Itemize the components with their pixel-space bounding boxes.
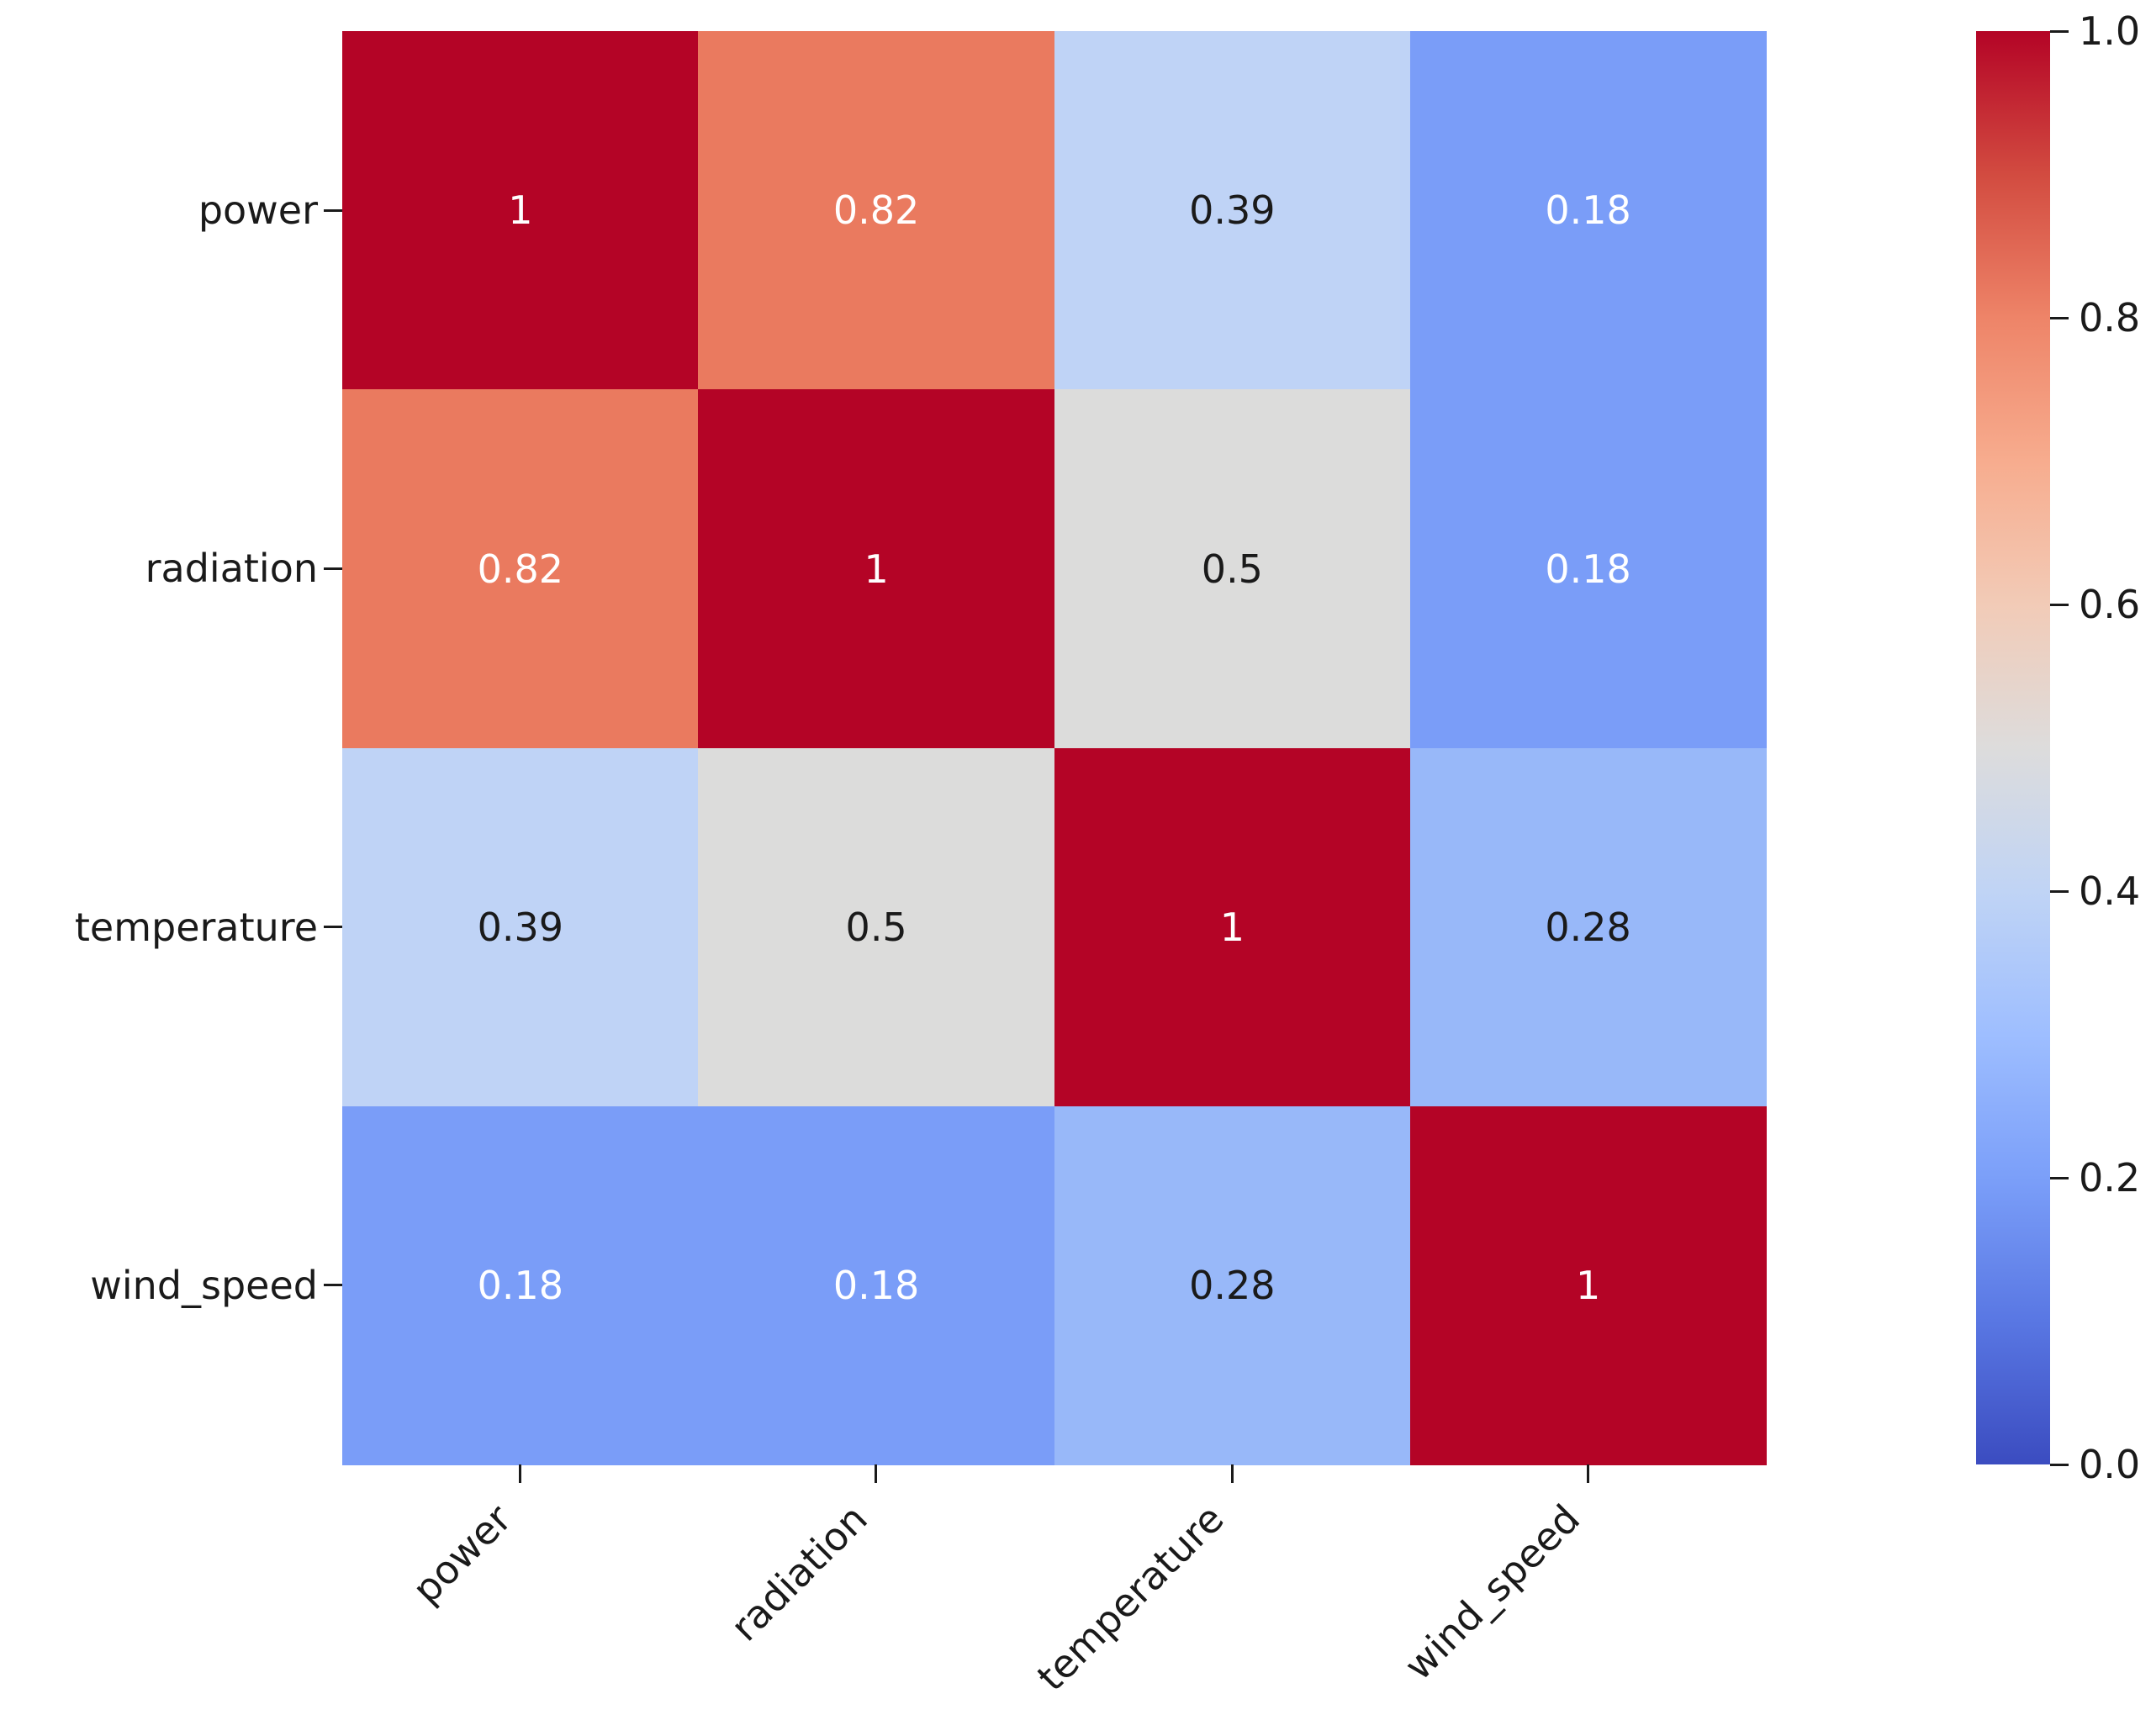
cell-value: 0.39 [1189, 187, 1276, 234]
heatmap-cell-wind_speed-radiation: 0.18 [698, 1105, 1054, 1465]
x-tick-mark [1230, 1464, 1234, 1483]
colorbar-tick-label-0.8: 0.8 [2079, 295, 2141, 340]
colorbar [1976, 31, 2050, 1464]
cell-value: 0.18 [477, 1263, 564, 1309]
colorbar-tick-mark [2050, 1176, 2069, 1179]
y-tick-mark [324, 208, 342, 212]
x-tick-label-power: power [404, 1496, 521, 1612]
cell-value: 1 [1575, 1263, 1601, 1309]
cell-value: 1 [508, 187, 533, 234]
cell-value: 0.82 [477, 546, 564, 592]
cell-value: 0.28 [1545, 904, 1631, 950]
heatmap-cell-wind_speed-temperature: 0.28 [1054, 1105, 1411, 1465]
colorbar-tick-label-0.4: 0.4 [2079, 868, 2141, 914]
cell-value: 0.18 [832, 1263, 920, 1309]
x-tick-mark [519, 1464, 522, 1483]
heatmap-cell-temperature-wind_speed: 0.28 [1409, 747, 1767, 1107]
heatmap-cell-temperature-temperature: 1 [1054, 747, 1411, 1107]
x-tick-label-temperature: temperature [1028, 1496, 1233, 1700]
cell-value: 0.18 [1545, 546, 1631, 592]
y-tick-label-radiation: radiation [145, 546, 318, 592]
heatmap-cell-radiation-power: 0.82 [342, 389, 699, 748]
cell-value: 0.39 [477, 904, 564, 950]
heatmap-cell-radiation-wind_speed: 0.18 [1409, 389, 1767, 748]
cell-value: 0.82 [832, 187, 920, 234]
heatmap-cell-power-temperature: 0.39 [1054, 31, 1411, 390]
y-tick-label-wind_speed: wind_speed [90, 1262, 318, 1308]
colorbar-tick-mark [2050, 889, 2069, 893]
x-tick-label-wind_speed: wind_speed [1395, 1496, 1588, 1689]
y-tick-label-temperature: temperature [74, 904, 318, 950]
heatmap-cell-power-wind_speed: 0.18 [1409, 31, 1767, 390]
heatmap-cell-temperature-radiation: 0.5 [698, 747, 1054, 1107]
colorbar-tick-label-1.0: 1.0 [2079, 8, 2141, 54]
cell-value: 0.18 [1545, 187, 1631, 234]
colorbar-tick-label-0.2: 0.2 [2079, 1155, 2141, 1200]
cell-value: 0.5 [845, 904, 907, 950]
heatmap-grid: 1 0.82 0.39 0.18 0.82 1 0.5 0.18 0.39 0.5 1 0.28 0.1… [342, 31, 1767, 1465]
colorbar-tick-mark [2050, 29, 2069, 33]
x-tick-mark [1586, 1464, 1589, 1483]
cell-value: 0.5 [1201, 546, 1263, 592]
colorbar-tick-mark [2050, 603, 2069, 606]
x-tick-label-radiation: radiation [721, 1496, 877, 1650]
y-tick-label-power: power [198, 187, 318, 234]
y-tick-mark [324, 926, 342, 929]
cell-value: 0.28 [1189, 1263, 1276, 1309]
colorbar-tick-label-0.6: 0.6 [2079, 582, 2141, 627]
heatmap-cell-radiation-radiation: 1 [698, 389, 1054, 748]
colorbar-tick-mark [2050, 316, 2069, 319]
colorbar-tick-label-0.0: 0.0 [2079, 1442, 2141, 1487]
heatmap-cell-radiation-temperature: 0.5 [1054, 389, 1411, 748]
heatmap-cell-temperature-power: 0.39 [342, 747, 699, 1107]
cell-value: 1 [864, 546, 889, 592]
colorbar-tick-mark [2050, 1463, 2069, 1466]
x-tick-mark [875, 1464, 878, 1483]
y-tick-mark [324, 1284, 342, 1287]
heatmap-cell-wind_speed-wind_speed: 1 [1409, 1105, 1767, 1465]
y-tick-mark [324, 567, 342, 570]
heatmap-cell-wind_speed-power: 0.18 [342, 1105, 699, 1465]
heatmap-cell-power-radiation: 0.82 [698, 31, 1054, 390]
cell-value: 1 [1219, 904, 1245, 950]
heatmap-cell-power-power: 1 [342, 31, 699, 390]
